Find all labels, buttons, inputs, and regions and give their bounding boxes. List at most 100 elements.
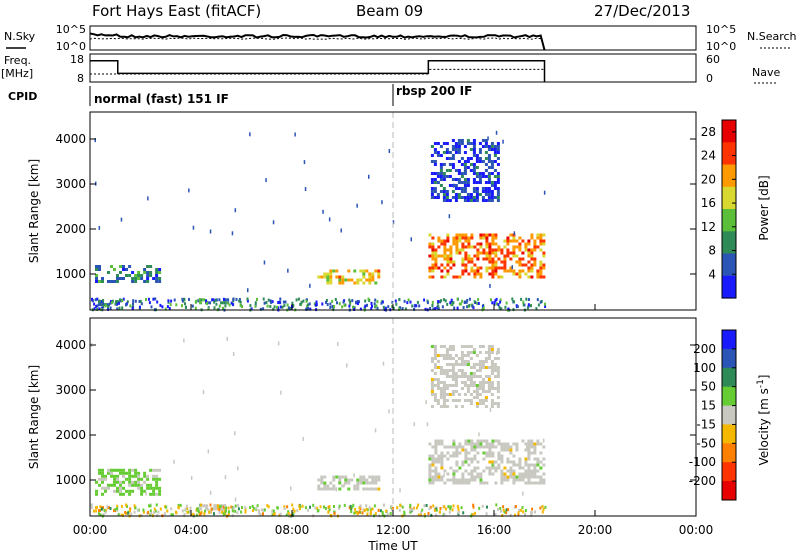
echo-cell	[539, 248, 543, 252]
echo-cell	[440, 269, 444, 273]
echo-cell	[464, 254, 468, 258]
echo-cell	[359, 475, 363, 479]
echo-cell	[490, 172, 494, 175]
freq-ytick-8: 8	[77, 72, 84, 85]
echo-cell	[493, 154, 497, 157]
cpid-segment-rbsp: rbsp 200 IF	[396, 84, 472, 98]
echo-cell	[476, 460, 480, 464]
speckle-point	[218, 505, 221, 509]
echo-cell	[512, 239, 516, 243]
beam-title: Beam 09	[356, 2, 423, 20]
echo-cell	[512, 478, 516, 482]
echo-cell	[494, 263, 498, 267]
speckle-point	[281, 305, 284, 309]
speckle-point	[349, 300, 352, 304]
echo-cell	[371, 275, 375, 279]
echo-cell	[478, 384, 482, 387]
speckle-point	[183, 338, 185, 343]
speckle-point	[111, 301, 114, 305]
echo-cell	[496, 366, 500, 369]
echo-cell	[496, 148, 500, 151]
speckle-point	[287, 512, 290, 515]
echo-cell	[95, 277, 98, 280]
speckle-point	[381, 300, 384, 304]
echo-cell	[436, 378, 440, 381]
speckle-point	[181, 509, 184, 513]
echo-cell	[466, 181, 470, 184]
echo-cell	[461, 460, 465, 464]
echo-cell	[487, 166, 491, 169]
echo-cell	[470, 233, 474, 237]
speckle-point	[198, 298, 201, 302]
echo-cell	[473, 445, 477, 449]
echo-cell	[500, 266, 504, 270]
echo-cell	[512, 251, 516, 255]
echo-cell	[454, 193, 458, 196]
echo-cell	[518, 463, 522, 467]
echo-cell	[439, 163, 443, 166]
echo-cell	[484, 390, 488, 393]
speckle-point	[177, 503, 180, 507]
speckle-point	[161, 305, 164, 309]
speckle-point	[262, 307, 265, 311]
speckle-point	[202, 390, 205, 395]
echo-cell	[490, 199, 494, 202]
echo-cell	[440, 263, 444, 267]
speckle-point	[509, 513, 512, 517]
echo-cell	[509, 257, 513, 261]
speckle-point	[192, 512, 195, 516]
echo-cell	[490, 366, 494, 369]
echo-cell	[530, 248, 534, 252]
speckle-point	[472, 505, 475, 509]
echo-cell	[457, 357, 461, 360]
echo-cell	[470, 460, 474, 464]
echo-cell	[485, 451, 489, 455]
speckle-point	[109, 306, 112, 310]
echo-cell	[205, 507, 209, 511]
speckle-point	[409, 510, 412, 514]
echo-cell	[452, 472, 456, 476]
speckle-point	[412, 506, 415, 510]
echo-cell	[542, 239, 546, 243]
power-colorbar-label: Power [dB]	[757, 175, 771, 240]
echo-cell	[464, 478, 468, 482]
speckle-point	[127, 511, 130, 515]
speckle-point	[252, 509, 254, 513]
echo-cell	[464, 263, 468, 267]
speckle-point	[328, 217, 331, 222]
echo-cell	[496, 384, 500, 387]
echo-cell	[493, 160, 497, 163]
speckle-point	[343, 503, 346, 507]
speckle-point	[456, 504, 459, 508]
echo-cell	[460, 142, 464, 145]
echo-cell	[443, 245, 447, 249]
echo-cell	[110, 265, 113, 268]
echo-cell	[338, 281, 342, 285]
speckle-point	[150, 511, 153, 515]
speckle-point	[379, 509, 382, 513]
ytick-label: 4000	[55, 338, 86, 352]
speckle-point	[170, 299, 173, 303]
echo-cell	[440, 439, 444, 443]
echo-cell	[323, 481, 327, 485]
echo-cell	[491, 272, 495, 276]
echo-cell	[518, 275, 522, 279]
echo-cell	[478, 160, 482, 163]
speckle-point	[471, 513, 474, 516]
echo-cell	[472, 154, 476, 157]
speckle-point	[386, 512, 389, 516]
speckle-point	[365, 507, 368, 511]
echo-cell	[478, 175, 482, 178]
echo-cell	[458, 239, 462, 243]
speckle-point	[382, 361, 385, 366]
speckle-point	[272, 220, 275, 225]
echo-cell	[433, 348, 437, 351]
echo-cell	[500, 478, 504, 482]
speckle-point	[477, 298, 480, 302]
echo-cell	[484, 357, 488, 360]
echo-cell	[542, 233, 546, 237]
speckle-point	[213, 306, 216, 310]
speckle-point	[309, 307, 312, 311]
speckle-point	[536, 298, 539, 302]
echo-cell	[430, 190, 434, 193]
